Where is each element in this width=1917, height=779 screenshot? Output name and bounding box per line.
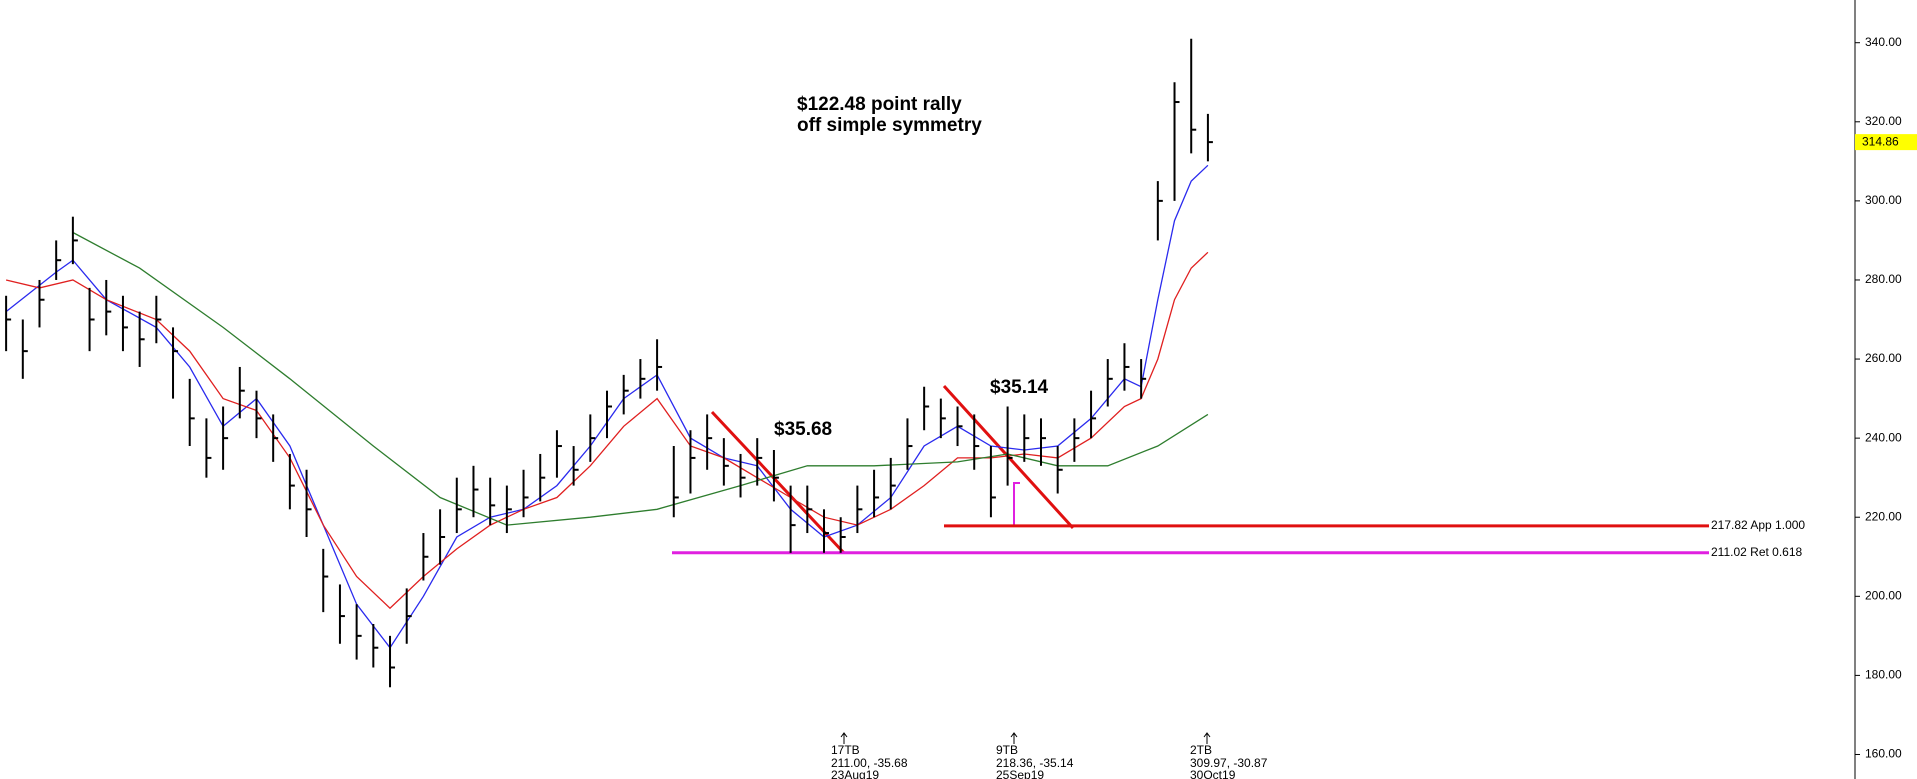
moving-average (72, 231, 1209, 526)
y-tick-label: 240.00 (1865, 430, 1902, 444)
annotation: $35.68 (774, 419, 832, 440)
pivot-date: 23Aug19 (831, 768, 879, 779)
last-price-box (1855, 134, 1917, 151)
y-tick-label: 260.00 (1865, 351, 1902, 365)
pivot-marker: 9TB (996, 743, 1018, 757)
y-tick-label: 160.00 (1865, 747, 1902, 761)
pivot-text: 218.36, -35.14 (996, 756, 1074, 770)
annotation: $35.14 (990, 377, 1049, 398)
y-tick-label: 320.00 (1865, 114, 1902, 128)
pivot-date: 30Oct19 (1190, 768, 1236, 779)
level-label: 211.02 Ret 0.618 (1711, 545, 1803, 559)
pivot-marker (1013, 482, 1020, 526)
pivot-marker: 17TB (831, 743, 860, 757)
pivot-text: 211.00, -35.68 (831, 756, 908, 770)
y-tick-label: 200.00 (1865, 588, 1902, 602)
pivot-arrow (1203, 732, 1211, 744)
pivot-text: 309.97, -30.87 (1190, 756, 1268, 770)
pivot-arrow (840, 732, 848, 744)
pivot-date: 25Sep19 (996, 768, 1044, 779)
level-label: 217.82 App 1.000 (1711, 518, 1805, 532)
last-price-label: 314.86 (1862, 134, 1899, 148)
pattern-line (710, 410, 846, 555)
annotation: $122.48 point rally (797, 94, 962, 115)
y-tick-label: 340.00 (1865, 35, 1902, 49)
y-tick-label: 220.00 (1865, 509, 1902, 523)
moving-average (5, 251, 1209, 610)
y-tick-label: 280.00 (1865, 272, 1902, 286)
pivot-arrow (1010, 732, 1018, 744)
y-tick-label: 180.00 (1865, 668, 1902, 682)
y-tick-label: 300.00 (1865, 193, 1902, 207)
pivot-marker: 2TB (1190, 743, 1212, 757)
annotation: off simple symmetry (797, 115, 982, 136)
